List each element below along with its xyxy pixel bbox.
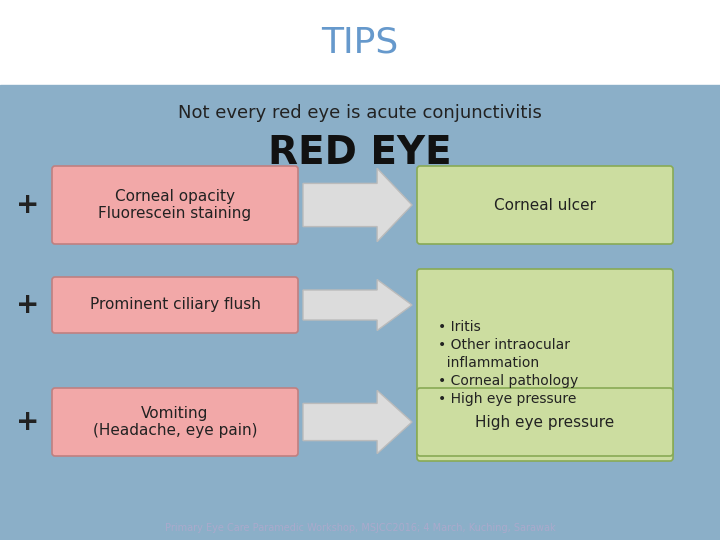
FancyBboxPatch shape: [52, 388, 298, 456]
Text: inflammation: inflammation: [438, 356, 539, 370]
Text: +: +: [17, 291, 40, 319]
Text: • Other intraocular: • Other intraocular: [438, 338, 570, 352]
Text: • Iritis: • Iritis: [438, 320, 481, 334]
FancyBboxPatch shape: [52, 166, 298, 244]
Text: TIPS: TIPS: [321, 25, 399, 59]
Text: High eye pressure: High eye pressure: [475, 415, 615, 429]
Polygon shape: [303, 280, 412, 330]
Text: • High eye pressure: • High eye pressure: [438, 392, 577, 406]
Text: Primary Eye Care Paramedic Workshop, MSJCC2016; 4 March, Kuching, Sarawak: Primary Eye Care Paramedic Workshop, MSJ…: [165, 523, 555, 533]
Text: +: +: [17, 191, 40, 219]
Text: Corneal ulcer: Corneal ulcer: [494, 198, 596, 213]
Text: • Corneal pathology: • Corneal pathology: [438, 374, 578, 388]
Text: +: +: [17, 408, 40, 436]
Text: Vomiting
(Headache, eye pain): Vomiting (Headache, eye pain): [93, 406, 257, 438]
Polygon shape: [303, 390, 412, 454]
FancyBboxPatch shape: [417, 388, 673, 456]
Bar: [0, 0, 720, 85]
Text: Not every red eye is acute conjunctivitis: Not every red eye is acute conjunctiviti…: [178, 104, 542, 122]
FancyBboxPatch shape: [417, 166, 673, 244]
FancyBboxPatch shape: [52, 277, 298, 333]
Polygon shape: [303, 168, 412, 242]
Bar: [0, 85, 720, 540]
FancyBboxPatch shape: [417, 269, 673, 461]
Text: Corneal opacity
Fluorescein staining: Corneal opacity Fluorescein staining: [99, 189, 251, 221]
Text: Prominent ciliary flush: Prominent ciliary flush: [89, 298, 261, 313]
Text: RED EYE: RED EYE: [268, 134, 452, 172]
